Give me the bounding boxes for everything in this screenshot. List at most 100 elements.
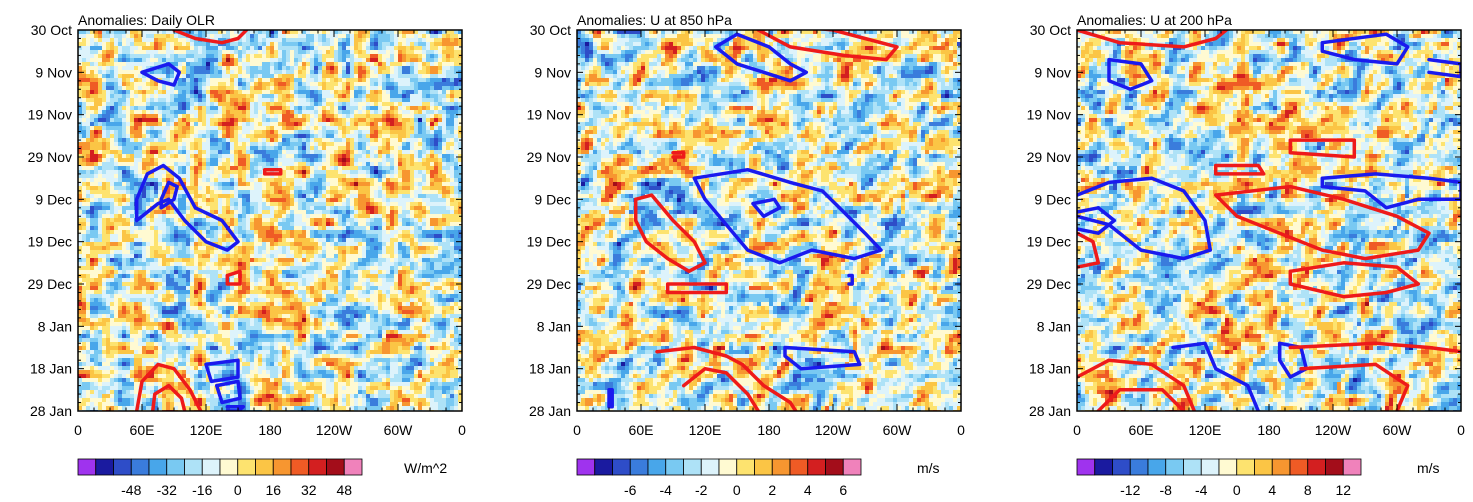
colorbar-label: 4 <box>1268 482 1276 497</box>
colorbar-swatch <box>238 459 256 475</box>
colorbar-swatch <box>96 459 114 475</box>
x-tick-label: 120E <box>689 422 722 438</box>
x-tick-label: 120W <box>1315 422 1352 438</box>
colorbar-label: 12 <box>1335 482 1351 497</box>
colorbar-swatch <box>344 459 362 475</box>
heatmap-field-1 <box>78 30 463 415</box>
colorbar-swatch <box>701 459 719 475</box>
x-tick-label: 60W <box>1383 422 1413 438</box>
x-tick-label: 0 <box>1073 422 1081 438</box>
colorbar-label: 0 <box>733 482 741 497</box>
y-tick-label: 8 Jan <box>537 318 571 334</box>
colorbar-swatch <box>78 459 96 475</box>
chart-title: Anomalies: U at 200 hPa <box>1077 12 1232 28</box>
colorbar-label: -2 <box>695 482 708 497</box>
y-tick-label: 9 Nov <box>534 64 571 80</box>
y-tick-label: 29 Dec <box>28 276 72 292</box>
colorbar-swatch <box>666 459 684 475</box>
colorbar-units: m/s <box>917 460 940 476</box>
colorbar-swatch <box>167 459 185 475</box>
y-tick-label: 9 Dec <box>534 191 571 207</box>
colorbar-swatch <box>843 459 861 475</box>
x-tick-label: 120W <box>316 422 353 438</box>
y-tick-label: 18 Jan <box>30 361 72 377</box>
colorbar-swatch <box>755 459 773 475</box>
x-tick-label: 120E <box>1189 422 1222 438</box>
y-tick-label: 30 Oct <box>31 22 72 38</box>
colorbar-swatch <box>1166 459 1184 475</box>
colorbar-swatch <box>1255 459 1273 475</box>
colorbar-label: -8 <box>1160 482 1173 497</box>
colorbar-swatch <box>1272 459 1290 475</box>
colorbar-label: 32 <box>301 482 317 497</box>
colorbar-label: -4 <box>660 482 673 497</box>
chart-title: Anomalies: U at 850 hPa <box>577 12 732 28</box>
x-tick-label: 120W <box>815 422 852 438</box>
chart-title: Anomalies: Daily OLR <box>78 12 215 28</box>
colorbar-label: -48 <box>121 482 141 497</box>
colorbar-swatch <box>1095 459 1113 475</box>
colorbar-label: -4 <box>1195 482 1208 497</box>
colorbar-swatch <box>185 459 203 475</box>
y-tick-label: 30 Oct <box>1030 22 1071 38</box>
x-tick-label: 60E <box>130 422 155 438</box>
colorbar-swatch <box>220 459 238 475</box>
y-tick-label: 29 Nov <box>1027 149 1071 165</box>
colorbar-label: -6 <box>624 482 637 497</box>
colorbar-swatch <box>1148 459 1166 475</box>
colorbar-label: 16 <box>265 482 281 497</box>
colorbar-swatch <box>291 459 309 475</box>
y-tick-label: 8 Jan <box>1037 318 1071 334</box>
y-tick-label: 28 Jan <box>1029 403 1071 419</box>
colorbar-swatch <box>273 459 291 475</box>
colorbar-swatch <box>719 459 737 475</box>
y-tick-label: 8 Jan <box>38 318 72 334</box>
x-tick-label: 60W <box>384 422 414 438</box>
y-tick-label: 30 Oct <box>530 22 571 38</box>
colorbar-swatch <box>1326 459 1344 475</box>
y-tick-label: 19 Dec <box>527 234 571 250</box>
colorbar-swatch <box>149 459 167 475</box>
y-tick-label: 9 Dec <box>1034 191 1071 207</box>
y-tick-label: 29 Nov <box>28 149 72 165</box>
y-tick-label: 9 Dec <box>35 191 72 207</box>
colorbar-swatch <box>613 459 631 475</box>
y-tick-label: 19 Nov <box>28 107 72 123</box>
colorbar-label: 0 <box>1233 482 1241 497</box>
x-tick-label: 60E <box>629 422 654 438</box>
y-tick-label: 18 Jan <box>1029 361 1071 377</box>
blue-contour <box>609 390 612 407</box>
y-tick-label: 19 Dec <box>28 234 72 250</box>
colorbar-swatch <box>737 459 755 475</box>
colorbar-label: -16 <box>192 482 212 497</box>
x-tick-label: 0 <box>458 422 466 438</box>
x-tick-label: 180 <box>258 422 282 438</box>
x-tick-label: 0 <box>957 422 965 438</box>
colorbar-units: m/s <box>1417 460 1440 476</box>
colorbar-label: 6 <box>839 482 847 497</box>
x-tick-label: 180 <box>757 422 781 438</box>
x-tick-label: 0 <box>1457 422 1465 438</box>
colorbar-label: 8 <box>1304 482 1312 497</box>
y-tick-label: 19 Dec <box>1027 234 1071 250</box>
colorbar-label: -32 <box>157 482 177 497</box>
colorbar-swatch <box>1113 459 1131 475</box>
y-tick-label: 19 Nov <box>527 107 571 123</box>
colorbar-swatch <box>648 459 666 475</box>
colorbar-swatch <box>309 459 327 475</box>
colorbar-swatch <box>114 459 132 475</box>
x-tick-label: 0 <box>573 422 581 438</box>
colorbar-swatch <box>327 459 345 475</box>
colorbar-swatch <box>1077 459 1095 475</box>
colorbar-label: 48 <box>336 482 352 497</box>
y-tick-label: 28 Jan <box>529 403 571 419</box>
colorbar-swatch <box>1308 459 1326 475</box>
colorbar-swatch <box>1343 459 1361 475</box>
y-tick-label: 19 Nov <box>1027 107 1071 123</box>
colorbar-swatch <box>772 459 790 475</box>
colorbar-swatch <box>1219 459 1237 475</box>
colorbar-swatch <box>1237 459 1255 475</box>
